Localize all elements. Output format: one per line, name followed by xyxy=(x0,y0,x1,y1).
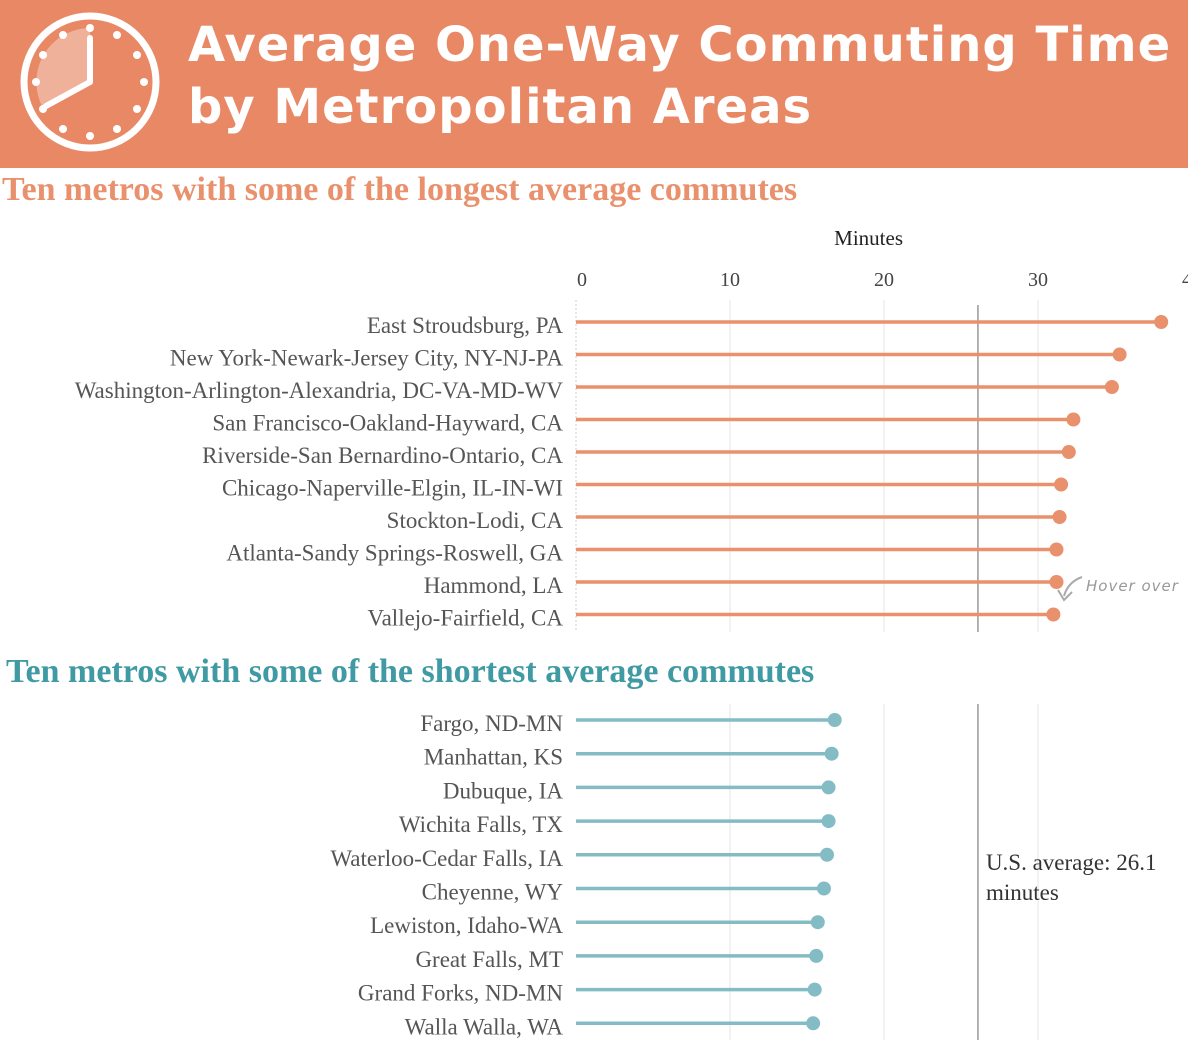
lollipop-dot xyxy=(1049,542,1064,557)
lollipop-dot xyxy=(1066,412,1081,427)
category-label: Dubuque, IA xyxy=(443,778,563,803)
x-tick-label: 30 xyxy=(1028,269,1048,291)
lollipop-dot xyxy=(807,982,822,997)
x-tick-label: 0 xyxy=(577,269,587,291)
category-label: Grand Forks, ND-MN xyxy=(358,981,563,1006)
lollipop-dot xyxy=(821,814,836,829)
lollipop-dot xyxy=(821,780,836,795)
category-label: Great Falls, MT xyxy=(415,947,563,972)
clock-icon xyxy=(20,12,160,152)
hover-hint: Hover over xyxy=(1057,576,1179,602)
category-label: Hammond, LA xyxy=(424,573,564,598)
category-label: Chicago-Naperville-Elgin, IL-IN-WI xyxy=(222,476,563,501)
category-label: Stockton-Lodi, CA xyxy=(387,508,564,533)
shortest-section-title: Ten metros with some of the shortest ave… xyxy=(6,653,815,690)
lollipop-dot xyxy=(1104,380,1119,394)
us-average-label-line: minutes xyxy=(986,880,1059,905)
category-label: San Francisco-Oakland-Hayward, CA xyxy=(212,411,563,436)
lollipop-dot xyxy=(1061,445,1076,459)
x-tick-label: 10 xyxy=(720,269,740,291)
lollipop-dot xyxy=(1154,315,1169,329)
lollipop-dot xyxy=(806,1016,821,1031)
us-average-label: U.S. average: 26.1 minutes xyxy=(986,850,1157,905)
title-line-2: by Metropolitan Areas xyxy=(188,79,813,135)
category-label: Washington-Arlington-Alexandria, DC-VA-M… xyxy=(75,378,564,403)
us-average-label-line: U.S. average: 26.1 xyxy=(986,850,1157,875)
lollipop-dot xyxy=(816,881,831,896)
lollipop-dot xyxy=(1112,347,1127,362)
lollipop-dot xyxy=(827,713,842,727)
category-label: Wichita Falls, TX xyxy=(399,812,563,837)
lollipop-dot xyxy=(824,746,839,761)
category-label: Atlanta-Sandy Springs-Roswell, GA xyxy=(226,541,563,566)
category-label: New York-Newark-Jersey City, NY-NJ-PA xyxy=(170,346,563,371)
lollipop-dot xyxy=(1046,607,1061,622)
x-tick-label: 20 xyxy=(874,269,894,291)
lollipop-dot xyxy=(1052,510,1067,524)
page-title: Average One-Way Commuting Time by Metrop… xyxy=(188,14,1171,138)
longest-section-title: Ten metros with some of the longest aver… xyxy=(2,171,798,208)
category-label: Cheyenne, WY xyxy=(422,880,564,905)
hover-hint-text: Hover over xyxy=(1086,577,1179,595)
category-label: Manhattan, KS xyxy=(424,745,563,770)
category-label: Riverside-San Bernardino-Ontario, CA xyxy=(202,443,563,468)
category-label: Vallejo-Fairfield, CA xyxy=(368,606,564,631)
lollipop-dot xyxy=(1054,477,1069,492)
x-axis-title: Minutes xyxy=(834,226,903,250)
x-tick-label: 40 xyxy=(1182,269,1188,291)
category-label: Waterloo-Cedar Falls, IA xyxy=(330,846,563,871)
lollipop-dot xyxy=(809,948,824,963)
title-line-1: Average One-Way Commuting Time xyxy=(188,17,1172,73)
lollipop-dot xyxy=(1049,575,1064,589)
x-axis-ticks: 0 10 20 30 40 xyxy=(577,269,1188,291)
lollipop-dot xyxy=(810,915,825,930)
lollipop-dot xyxy=(820,847,835,862)
shortest-series: Fargo, ND-MN Manhattan, KS Dubuque, IA Wich… xyxy=(330,711,842,1039)
category-label: Walla Walla, WA xyxy=(405,1014,564,1039)
category-label: Lewiston, Idaho-WA xyxy=(370,913,563,938)
category-label: Fargo, ND-MN xyxy=(420,711,563,736)
longest-series: East Stroudsburg, PA New York-Newark-Jers… xyxy=(75,313,1169,631)
grid-lines-shortest xyxy=(729,704,1039,1040)
category-label: East Stroudsburg, PA xyxy=(367,313,564,338)
header-banner: Average One-Way Commuting Time by Metrop… xyxy=(0,0,1188,168)
